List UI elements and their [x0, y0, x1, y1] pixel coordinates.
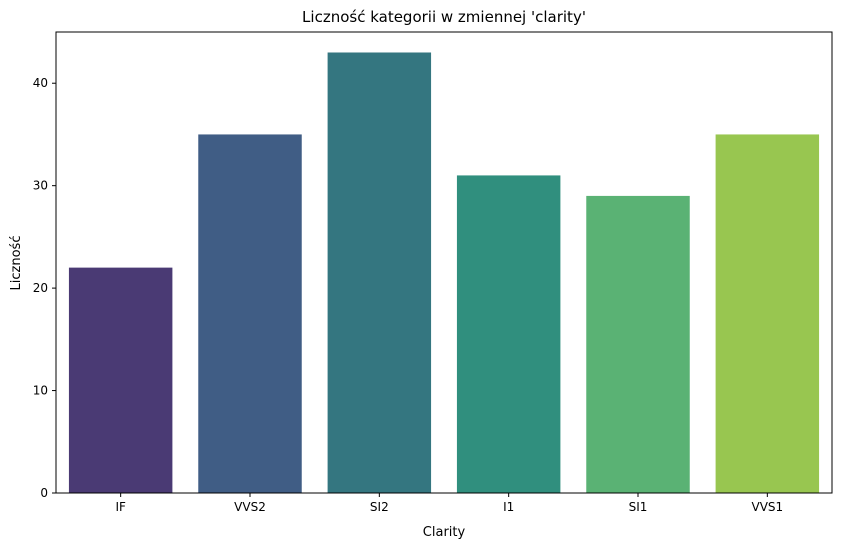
bar-if [68, 267, 173, 493]
x-tick-label: SI2 [370, 500, 389, 514]
x-tick-label: IF [115, 500, 126, 514]
x-axis-label: Clarity [423, 525, 466, 540]
plot-area: IF VVS2 SI2 I1 SI1 VVS1 0 10 20 30 40 [33, 31, 833, 514]
x-tick-label: VVS1 [751, 500, 783, 514]
x-tick-label: VVS2 [234, 500, 266, 514]
bar-si1 [586, 195, 690, 493]
x-tick-label: I1 [503, 500, 514, 514]
bar-si2 [327, 52, 432, 494]
bar-vvs2 [198, 134, 302, 493]
bar-i1 [456, 175, 561, 494]
y-tick-label: 20 [33, 281, 48, 295]
chart-title: Liczność kategorii w zmiennej 'clarity' [302, 8, 586, 26]
y-tick-label: 0 [40, 486, 48, 500]
y-tick-label: 10 [33, 384, 48, 398]
bar-vvs1 [715, 134, 820, 493]
x-tick-label: SI1 [629, 500, 648, 514]
y-axis-label: Liczność [9, 236, 24, 291]
y-tick-label: 30 [33, 179, 48, 193]
axes-frame [55, 31, 833, 494]
y-tick-label: 40 [33, 76, 48, 90]
